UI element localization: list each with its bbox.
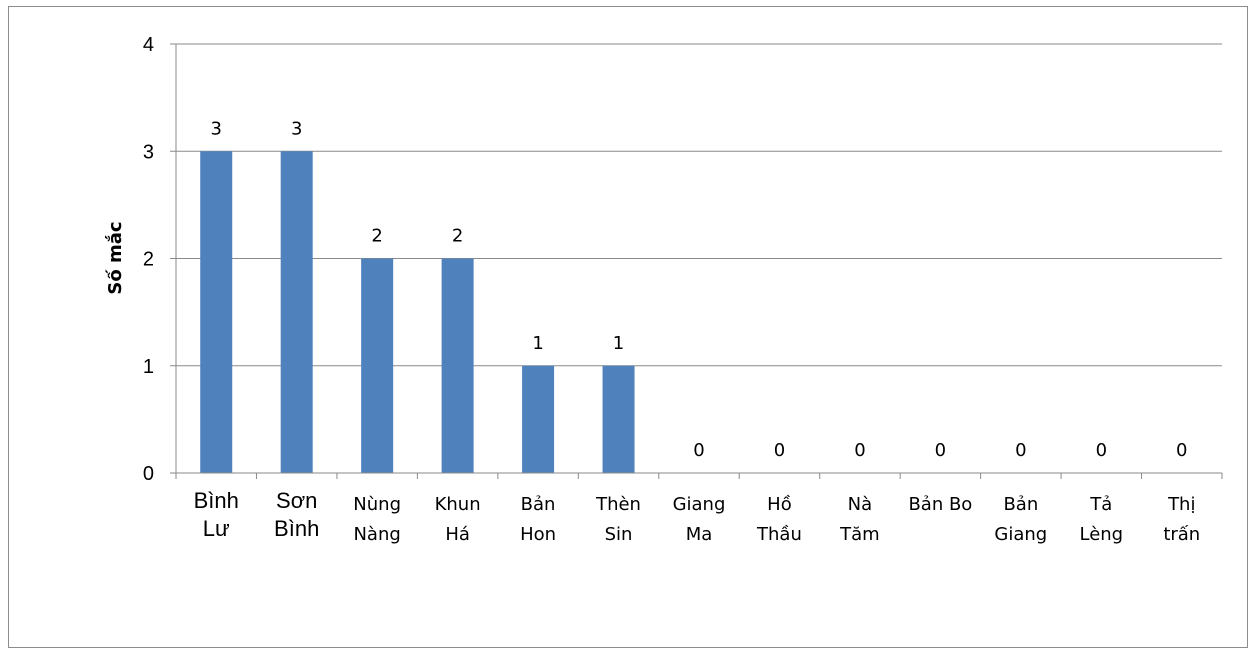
x-tick-label: Bản Giang <box>994 494 1047 545</box>
bar <box>602 365 635 473</box>
gridlines <box>176 43 1222 367</box>
data-label: 0 <box>1015 440 1026 461</box>
data-label: 0 <box>774 440 785 461</box>
x-tick-label: Bản Hon <box>520 494 556 545</box>
y-tick-label: 2 <box>143 249 154 271</box>
x-tick-label: Tả Lèng <box>1079 494 1123 545</box>
y-tick-label: 1 <box>143 356 154 378</box>
labels: 0 1 2 3 4 3 Bình Lư 3 Sơn Bình 2 Nùng Nàng 2 Khun Há 1 Bản… <box>143 34 1200 545</box>
data-label: 3 <box>211 118 222 139</box>
x-tick-label: Bản Bo <box>908 494 972 515</box>
x-tick-label: Bình Lư <box>194 488 239 541</box>
data-label: 0 <box>1096 440 1107 461</box>
data-label: 1 <box>613 333 624 354</box>
bar <box>361 258 394 473</box>
x-tick-label: Giang Ma <box>673 494 726 545</box>
bar <box>441 258 474 473</box>
x-tick-label: Nùng Nàng <box>353 494 401 545</box>
bar <box>200 151 233 473</box>
y-axis-label: Số mắc <box>105 221 126 294</box>
x-tick-label: Thị trấn <box>1163 494 1200 545</box>
data-label: 0 <box>693 440 704 461</box>
x-tick-label: Hồ Thầu <box>756 494 802 545</box>
data-label: 0 <box>854 440 865 461</box>
data-label: 2 <box>371 226 382 247</box>
y-tick-label: 4 <box>143 34 154 56</box>
data-label: 0 <box>1176 440 1187 461</box>
data-label: 0 <box>935 440 946 461</box>
y-tick-label: 0 <box>143 463 154 485</box>
bars <box>200 151 635 473</box>
data-label: 2 <box>452 226 463 247</box>
bar <box>522 365 555 473</box>
x-tick-label: Khun Há <box>435 494 481 545</box>
x-tick-label: Nà Tăm <box>839 494 880 545</box>
axes <box>170 43 1223 479</box>
data-label: 3 <box>291 118 302 139</box>
x-tick-label: Thèn Sin <box>595 494 641 545</box>
y-tick-label: 3 <box>143 141 154 163</box>
bar <box>280 151 313 473</box>
x-tick-label: Sơn Bình <box>274 488 319 541</box>
data-label: 1 <box>532 333 543 354</box>
